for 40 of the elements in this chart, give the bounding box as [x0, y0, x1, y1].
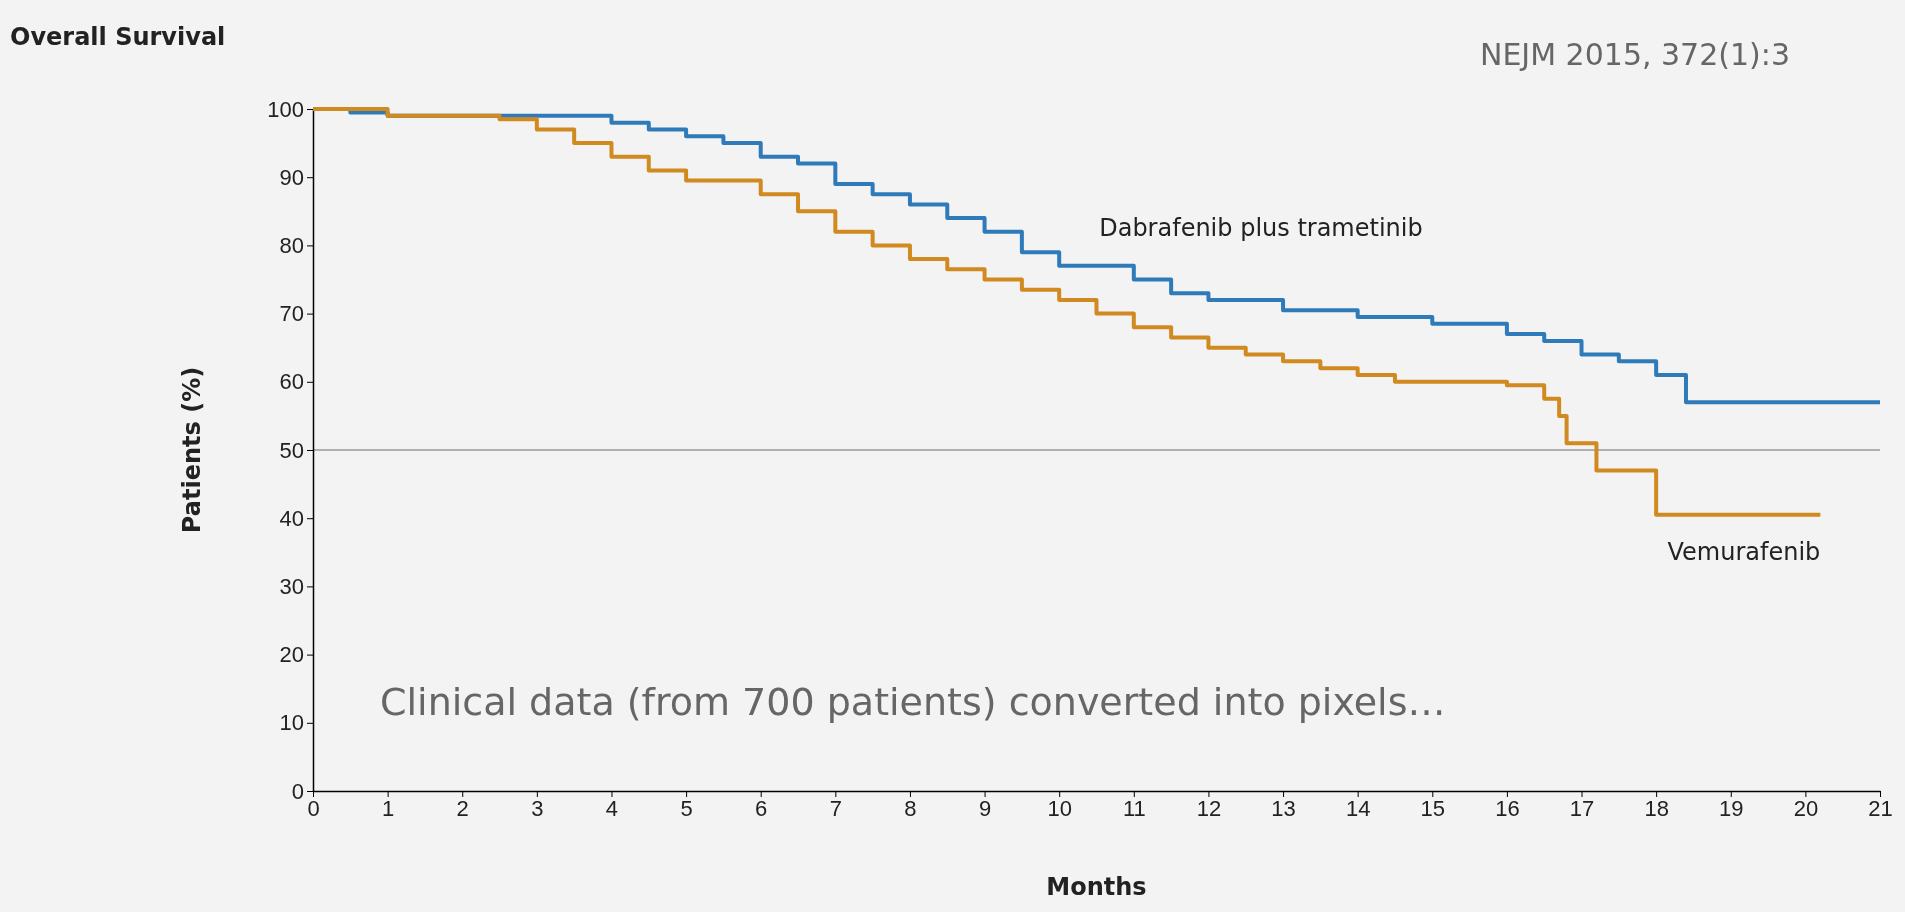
y-tick-label: 70 [279, 301, 304, 327]
x-tick-label: 10 [1047, 795, 1072, 821]
y-tick-label: 60 [279, 369, 304, 395]
x-tick-label: 17 [1569, 795, 1595, 821]
y-tick-label: 50 [279, 437, 304, 463]
y-tick-label: 0 [291, 778, 304, 804]
x-tick-label: 18 [1644, 795, 1669, 821]
x-tick-label: 15 [1420, 795, 1446, 821]
x-tick-label: 3 [531, 795, 544, 821]
text: Overall Survival [10, 23, 226, 51]
x-tick-label: 16 [1495, 795, 1520, 821]
x-tick-label: 2 [456, 795, 469, 821]
y-tick-label: 90 [279, 164, 304, 190]
x-tick-label: 8 [904, 795, 917, 821]
y-tick-label: 80 [279, 232, 304, 258]
x-axis-title: Months [1046, 873, 1147, 901]
y-tick-label: 40 [279, 505, 304, 531]
y-tick-label: 30 [279, 573, 304, 599]
series-label: Vemurafenib [1667, 537, 1821, 566]
series-label: Dabrafenib plus trametinib [1099, 213, 1423, 242]
x-tick-label: 20 [1793, 795, 1819, 821]
annotation: Clinical data (from 700 patients) converted into pixels… [380, 680, 1446, 724]
x-tick-label: 21 [1868, 795, 1893, 821]
x-tick-label: 6 [755, 795, 768, 821]
y-tick-label: 10 [279, 710, 304, 736]
x-tick-label: 13 [1271, 795, 1296, 821]
y-tick-label: 100 [267, 96, 304, 122]
text: NEJM 2015, 372(1):3 [1479, 37, 1790, 72]
x-tick-label: 4 [605, 795, 619, 821]
x-tick-label: 14 [1345, 795, 1371, 821]
x-tick-label: 12 [1196, 795, 1222, 821]
x-tick-label: 5 [680, 795, 693, 821]
x-tick-label: 7 [829, 795, 842, 821]
x-tick-label: 1 [381, 795, 395, 821]
x-tick-label: 11 [1122, 795, 1146, 821]
x-tick-label: 9 [978, 795, 992, 821]
x-tick-label: 19 [1719, 795, 1744, 821]
x-tick-label: 0 [307, 795, 320, 821]
y-axis-title: Patients (%) [178, 366, 206, 534]
y-tick-label: 20 [279, 642, 304, 668]
